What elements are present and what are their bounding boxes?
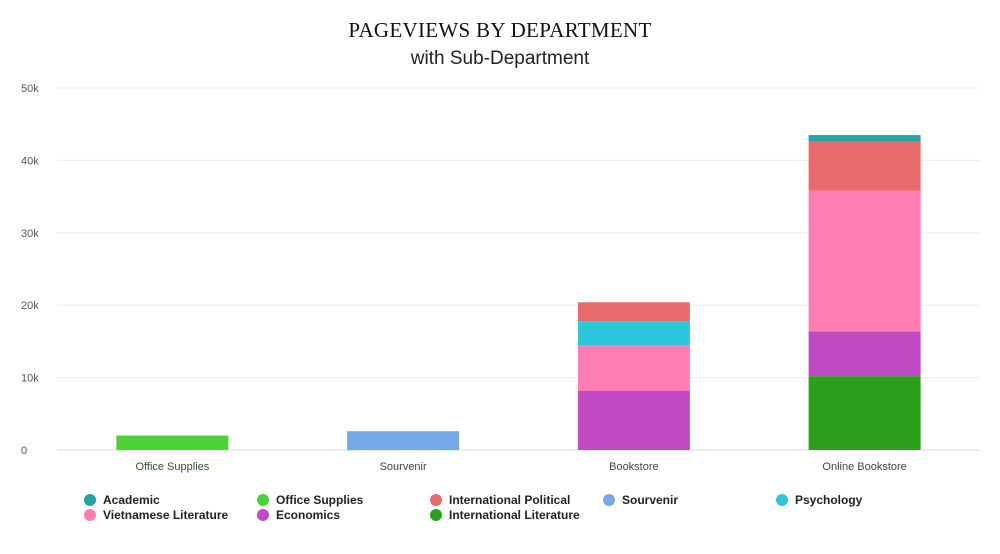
y-tick-label: 10k [21, 373, 39, 385]
bar-segment-vietnamese-literature [808, 190, 921, 332]
legend-label: Psychology [795, 492, 863, 507]
bar-segment-international-literature [808, 376, 921, 450]
bar-segment-international-political [808, 141, 921, 191]
x-tick-label: Online Bookstore [822, 461, 906, 473]
legend-label: International Literature [449, 507, 580, 522]
bar-segment-psychology [577, 321, 690, 346]
bar-segment-office-supplies [116, 435, 229, 450]
legend-item[interactable]: Psychology [776, 492, 862, 507]
legend-label: Academic [103, 492, 160, 507]
y-tick-label: 30k [21, 228, 39, 240]
legend-item[interactable]: Vietnamese Literature [84, 507, 228, 522]
legend-swatch [257, 493, 269, 506]
x-tick-label: Bookstore [609, 461, 659, 473]
legend-swatch [603, 493, 615, 506]
legend-swatch [776, 493, 788, 506]
y-tick-label: 50k [21, 83, 39, 95]
legend-label: Economics [276, 507, 341, 522]
chart-title: PAGEVIEWS BY DEPARTMENT [348, 18, 652, 42]
legend-swatch [430, 508, 442, 521]
bar-segment-international-political [577, 302, 690, 322]
y-tick-label: 20k [21, 300, 39, 312]
legend-item[interactable]: Office Supplies [257, 492, 363, 507]
legend-item[interactable]: Sourvenir [603, 492, 678, 507]
bar-segment-economics [577, 390, 690, 450]
legend: Academic Office Supplies International Pol… [84, 492, 984, 532]
bar-segment-economics [808, 331, 921, 377]
legend-label: Vietnamese Literature [103, 507, 229, 522]
legend-swatch [84, 508, 96, 521]
chart-subtitle: with Sub-Department [410, 48, 590, 69]
legend-swatch [430, 493, 442, 506]
y-tick-label: 40k [21, 155, 39, 167]
bar-segment-vietnamese-literature [577, 345, 690, 391]
y-tick-label: 0 [21, 445, 27, 457]
legend-item[interactable]: Economics [257, 507, 340, 522]
x-tick-label: Sourvenir [380, 461, 427, 473]
legend-label: International Political [449, 492, 571, 507]
legend-swatch [84, 493, 96, 506]
legend-item[interactable]: Academic [84, 492, 160, 507]
legend-swatch [257, 508, 269, 521]
bar-segment-sourvenir [347, 431, 460, 450]
legend-item[interactable]: International Political [430, 492, 570, 507]
bar-segment-academic [808, 135, 921, 142]
legend-label: Sourvenir [622, 492, 679, 507]
x-tick-label: Office Supplies [135, 461, 209, 473]
legend-label: Office Supplies [276, 492, 364, 507]
legend-item[interactable]: International Literature [430, 507, 580, 522]
